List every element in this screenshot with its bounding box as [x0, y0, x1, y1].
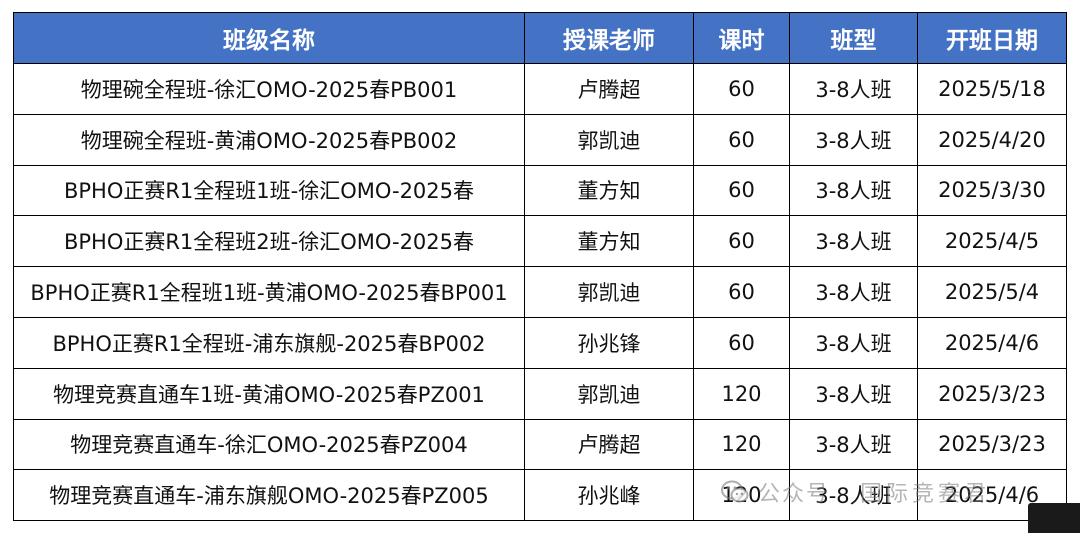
header-class-name: 班级名称 [13, 12, 525, 64]
cell-teacher: 卢腾超 [524, 63, 694, 115]
table-row: 物理竞赛直通车-浦东旗舰OMO-2025春PZ005 孙兆峰 120 3-8人班… [13, 469, 1067, 522]
cell-class-type: 3-8人班 [789, 215, 918, 268]
table-row: BPHO正赛R1全程班2班-徐汇OMO-2025春 董方知 60 3-8人班 2… [13, 215, 1067, 268]
cell-class-type: 3-8人班 [789, 367, 918, 420]
cell-teacher: 董方知 [524, 164, 694, 217]
cell-start-date: 2025/4/20 [917, 113, 1067, 166]
cell-class-type: 3-8人班 [789, 63, 918, 115]
class-schedule-table-container: 班级名称 授课老师 课时 班型 开班日期 物理碗全程班-徐汇OMO-2025春P… [13, 12, 1067, 522]
cell-hours: 120 [693, 418, 790, 471]
cell-teacher: 孙兆锋 [524, 316, 694, 369]
cell-start-date: 2025/3/30 [917, 164, 1067, 217]
cell-class-name: 物理碗全程班-黄浦OMO-2025春PB002 [13, 113, 525, 166]
cell-teacher: 董方知 [524, 215, 694, 268]
table-row: 物理碗全程班-徐汇OMO-2025春PB001 卢腾超 60 3-8人班 202… [13, 63, 1067, 115]
cell-hours: 60 [693, 113, 790, 166]
cell-class-type: 3-8人班 [789, 266, 918, 318]
cell-class-type: 3-8人班 [789, 469, 918, 522]
cell-teacher: 郭凯迪 [524, 266, 694, 318]
table-row: 物理碗全程班-黄浦OMO-2025春PB002 郭凯迪 60 3-8人班 202… [13, 113, 1067, 166]
cell-start-date: 2025/5/4 [917, 266, 1067, 318]
cell-class-name: 物理竞赛直通车-徐汇OMO-2025春PZ004 [13, 418, 525, 471]
cell-class-name: BPHO正赛R1全程班1班-徐汇OMO-2025春 [13, 164, 525, 217]
cell-hours: 60 [693, 215, 790, 268]
cell-class-name: BPHO正赛R1全程班2班-徐汇OMO-2025春 [13, 215, 525, 268]
cell-class-name: 物理竞赛直通车-浦东旗舰OMO-2025春PZ005 [13, 469, 525, 522]
cell-start-date: 2025/3/23 [917, 418, 1067, 471]
header-teacher: 授课老师 [524, 12, 694, 64]
table-header-row: 班级名称 授课老师 课时 班型 开班日期 [13, 12, 1067, 64]
cell-start-date: 2025/4/5 [917, 215, 1067, 268]
cell-class-type: 3-8人班 [789, 113, 918, 166]
table-row: BPHO正赛R1全程班-浦东旗舰-2025春BP002 孙兆锋 60 3-8人班… [13, 316, 1067, 369]
cell-start-date: 2025/3/23 [917, 367, 1067, 420]
cell-class-name: BPHO正赛R1全程班-浦东旗舰-2025春BP002 [13, 316, 525, 369]
cell-teacher: 卢腾超 [524, 418, 694, 471]
class-schedule-table: 班级名称 授课老师 课时 班型 开班日期 物理碗全程班-徐汇OMO-2025春P… [13, 12, 1067, 522]
cell-teacher: 孙兆峰 [524, 469, 694, 522]
cell-hours: 120 [693, 469, 790, 522]
header-start-date: 开班日期 [917, 12, 1067, 64]
cell-hours: 60 [693, 316, 790, 369]
table-row: 物理竞赛直通车-徐汇OMO-2025春PZ004 卢腾超 120 3-8人班 2… [13, 418, 1067, 471]
cell-class-type: 3-8人班 [789, 316, 918, 369]
cell-teacher: 郭凯迪 [524, 367, 694, 420]
cell-class-name: BPHO正赛R1全程班1班-黄浦OMO-2025春BP001 [13, 266, 525, 318]
cell-class-name: 物理碗全程班-徐汇OMO-2025春PB001 [13, 63, 525, 115]
table-row: BPHO正赛R1全程班1班-徐汇OMO-2025春 董方知 60 3-8人班 2… [13, 164, 1067, 217]
cell-hours: 60 [693, 63, 790, 115]
cell-class-type: 3-8人班 [789, 418, 918, 471]
cell-teacher: 郭凯迪 [524, 113, 694, 166]
table-row: 物理竞赛直通车1班-黄浦OMO-2025春PZ001 郭凯迪 120 3-8人班… [13, 367, 1067, 420]
cell-start-date: 2025/4/6 [917, 316, 1067, 369]
cell-class-name: 物理竞赛直通车1班-黄浦OMO-2025春PZ001 [13, 367, 525, 420]
cell-hours: 60 [693, 266, 790, 318]
table-row: BPHO正赛R1全程班1班-黄浦OMO-2025春BP001 郭凯迪 60 3-… [13, 266, 1067, 318]
header-hours: 课时 [693, 12, 790, 64]
cell-hours: 120 [693, 367, 790, 420]
cell-hours: 60 [693, 164, 790, 217]
cell-class-type: 3-8人班 [789, 164, 918, 217]
corner-overlay [1028, 503, 1080, 533]
cell-start-date: 2025/5/18 [917, 63, 1067, 115]
header-class-type: 班型 [789, 12, 918, 64]
